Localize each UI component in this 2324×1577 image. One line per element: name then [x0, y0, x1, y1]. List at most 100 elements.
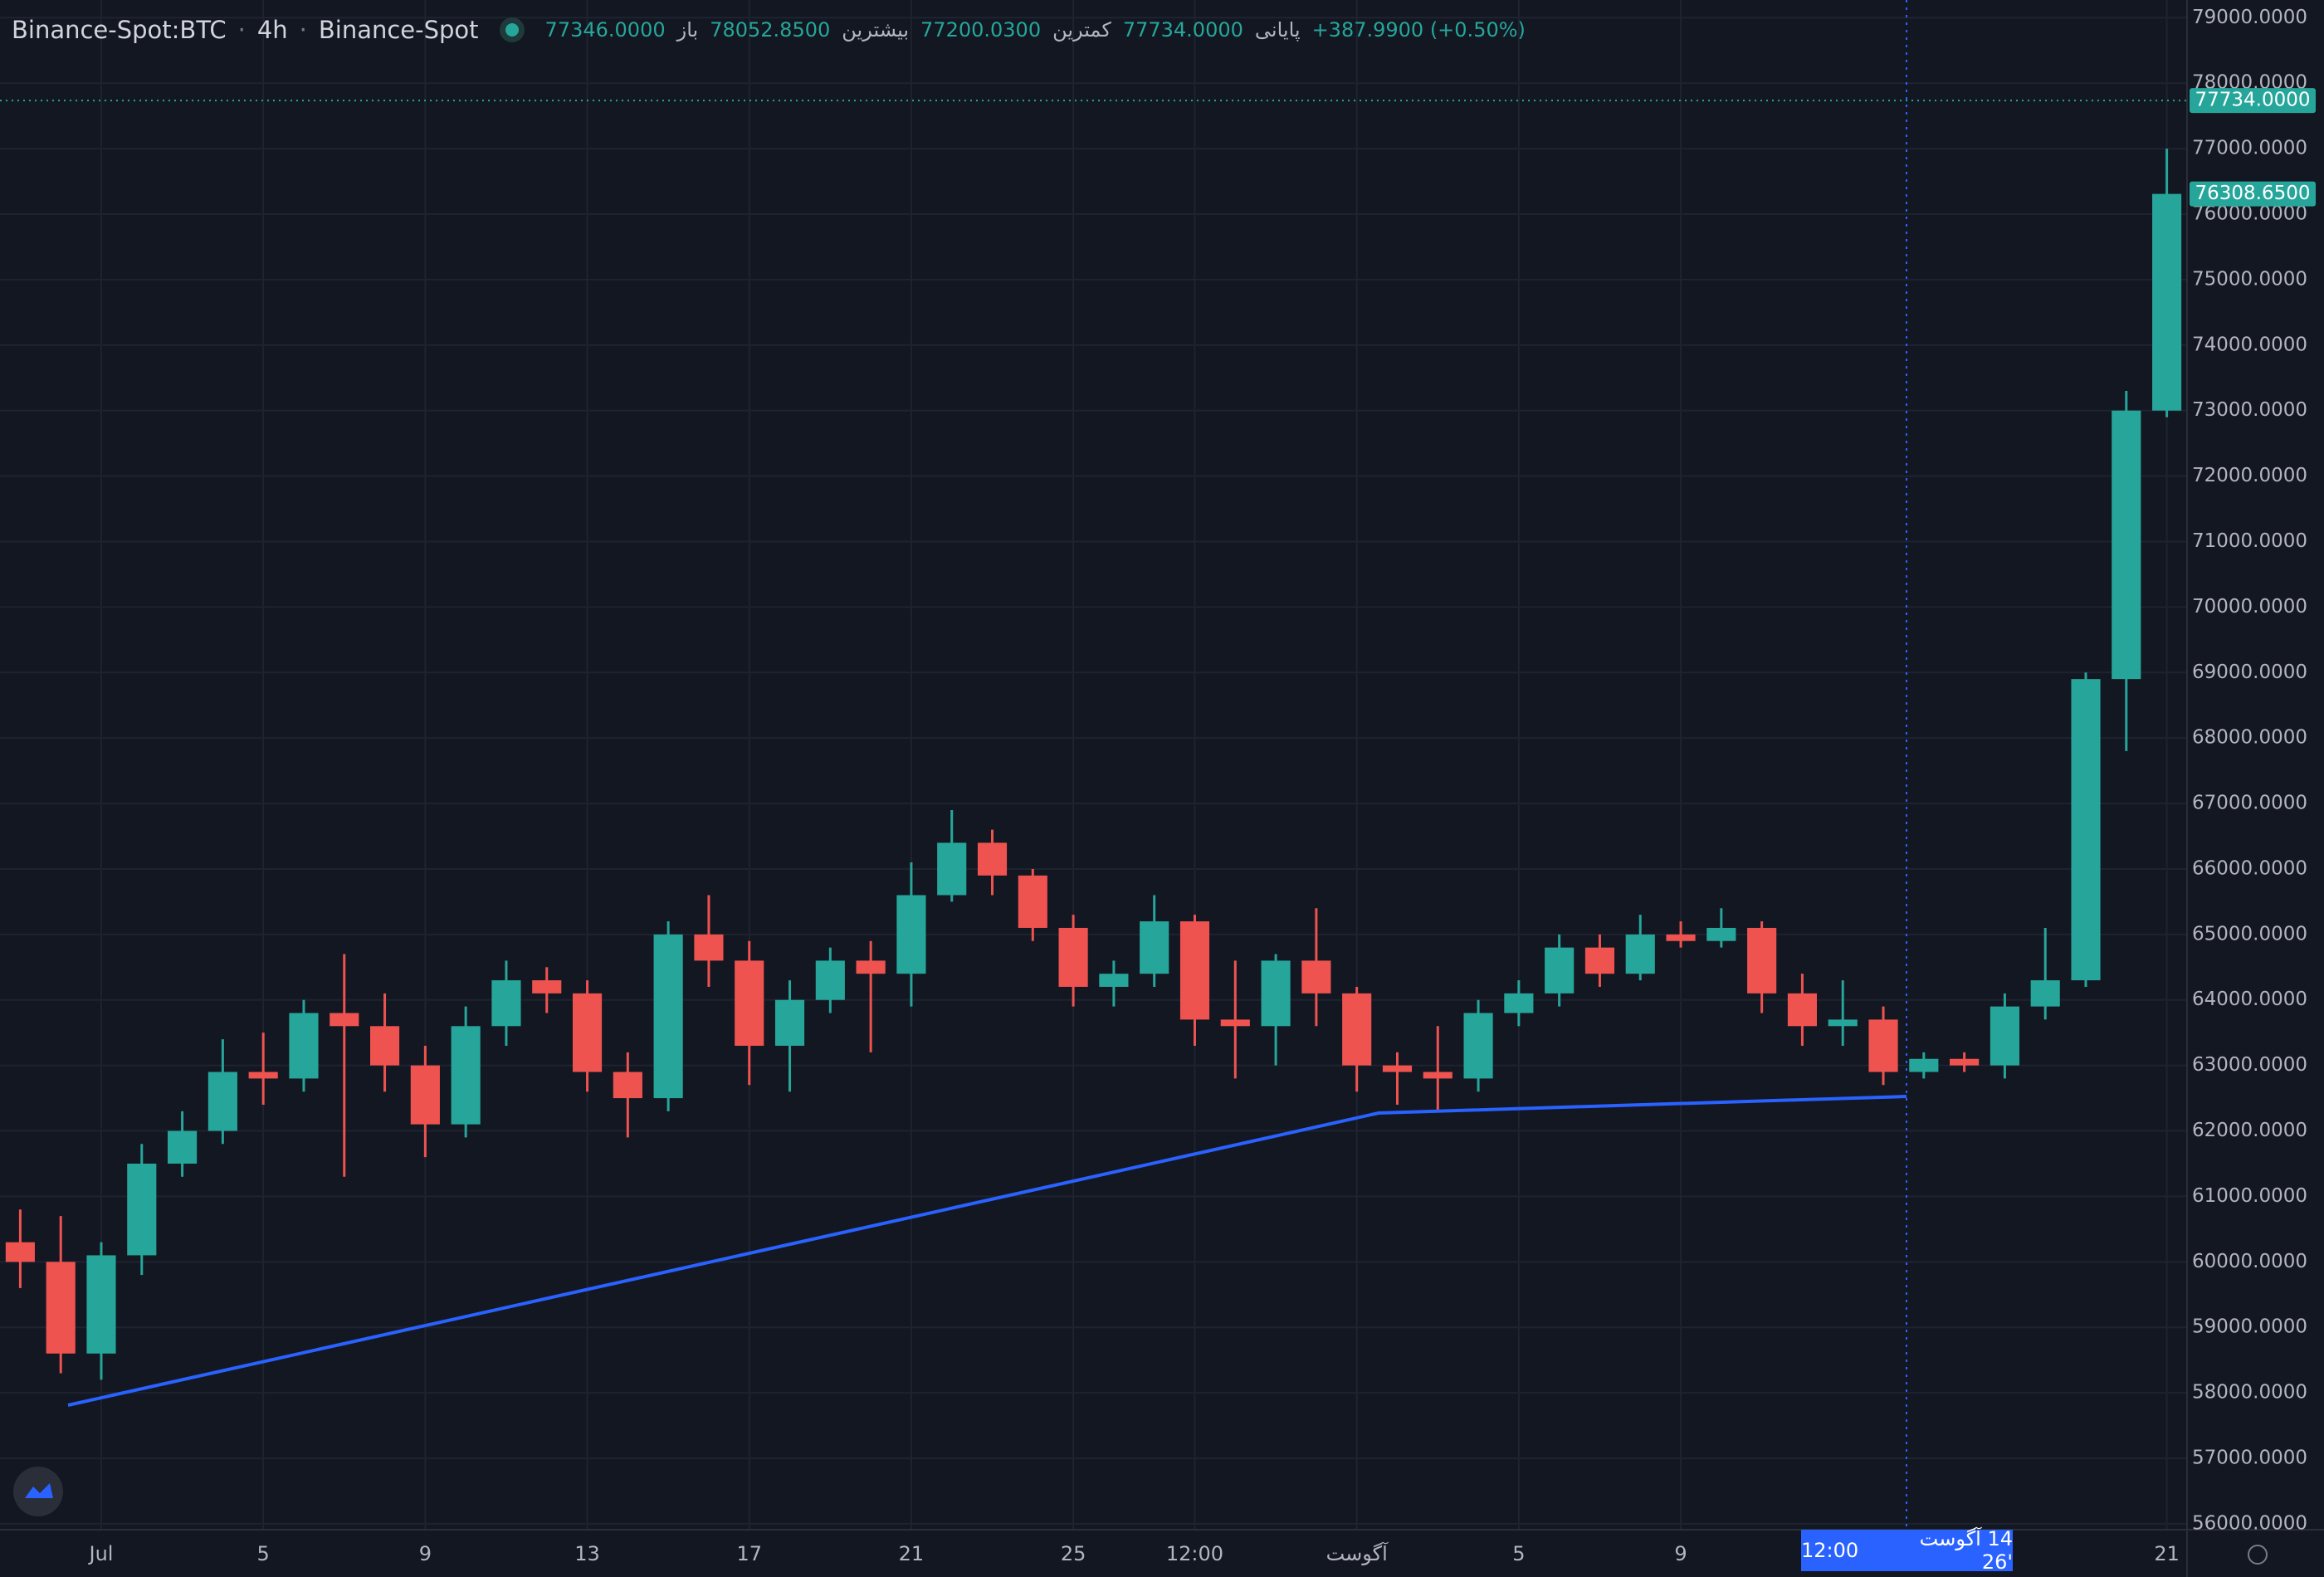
- candle-body: [1787, 993, 1818, 1027]
- candle-body: [572, 993, 603, 1072]
- price-label: 77734.0000: [2195, 90, 2310, 111]
- candle-body: [1382, 1065, 1413, 1072]
- candle-body: [1342, 993, 1372, 1066]
- candle-body: [2112, 410, 2141, 680]
- x-tick-label: 12:00: [1166, 1542, 1223, 1565]
- candle-body: [1018, 875, 1047, 928]
- ohlc-label: باز: [676, 18, 699, 42]
- y-tick-label: 71000.0000: [2192, 530, 2307, 552]
- candle-body: [491, 980, 521, 1027]
- change: +387.9900 (+0.50%): [1311, 18, 1526, 42]
- crosshair-date: 14 آگوست '26: [1919, 1527, 2013, 1574]
- crosshair-label: 12:00 14 آگوست '26: [1801, 1527, 2013, 1574]
- candle-body: [2030, 980, 2060, 1007]
- y-tick-label: 61000.0000: [2192, 1185, 2307, 1207]
- ohlc: 77346.0000 باز 78052.8500 بیشترین 77200.03…: [545, 18, 1526, 42]
- candle-body: [1706, 927, 1736, 941]
- logo-icon: [25, 1483, 53, 1498]
- candle-body: [2071, 679, 2101, 981]
- candle-body: [208, 1072, 237, 1131]
- crosshair-time: 12:00: [1801, 1539, 1859, 1562]
- y-tick-label: 66000.0000: [2192, 857, 2307, 879]
- candle-body: [613, 1072, 642, 1099]
- candle-body: [1625, 934, 1655, 974]
- ohlc-value: 77734.0000: [1122, 18, 1243, 42]
- y-tick-label: 64000.0000: [2192, 989, 2307, 1010]
- ohlc-label: پایانی: [1254, 18, 1301, 42]
- candle-body: [1423, 1072, 1452, 1079]
- candle-body: [2152, 193, 2182, 411]
- y-tick-label: 68000.0000: [2192, 727, 2307, 749]
- candle-body: [1099, 974, 1129, 987]
- candle-body: [1463, 1013, 1493, 1079]
- candle-body: [815, 960, 845, 1000]
- y-tick-label: 60000.0000: [2192, 1251, 2307, 1272]
- candle-body: [977, 842, 1008, 876]
- trend-line: [67, 1095, 1907, 1407]
- candle-body: [896, 895, 926, 974]
- candle-body: [1584, 947, 1615, 974]
- candle-body: [1545, 947, 1575, 994]
- candle-body: [694, 934, 724, 961]
- candle-body: [856, 960, 886, 974]
- candle-body: [1058, 927, 1088, 987]
- candle-body: [1909, 1058, 1939, 1072]
- y-tick-label: 56000.0000: [2192, 1512, 2307, 1534]
- candle-body: [330, 1013, 359, 1027]
- price-label-box: [2190, 181, 2316, 207]
- status-dot: [505, 23, 519, 37]
- symbol[interactable]: Binance-Spot:BTC: [12, 16, 227, 44]
- candle-body: [653, 934, 683, 1099]
- settings-icon[interactable]: [2248, 1545, 2268, 1565]
- candle-body: [451, 1026, 481, 1125]
- logo[interactable]: [13, 1467, 63, 1516]
- candle-body: [289, 1013, 319, 1079]
- x-tick-label: 21: [2154, 1542, 2180, 1565]
- candle-body: [1666, 934, 1696, 941]
- y-tick-label: 77000.0000: [2192, 138, 2307, 159]
- candles: [5, 149, 2182, 1380]
- y-tick-label: 70000.0000: [2192, 596, 2307, 618]
- x-tick-label: 13: [574, 1542, 600, 1565]
- x-tick-label: 21: [899, 1542, 925, 1565]
- candle-body: [1179, 921, 1210, 1020]
- candle-body: [127, 1163, 157, 1256]
- candle-body: [86, 1255, 116, 1354]
- x-tick-label: 9: [1674, 1542, 1687, 1565]
- candle-body: [1504, 993, 1534, 1013]
- y-tick-label: 74000.0000: [2192, 334, 2307, 355]
- candle-body: [1950, 1058, 1980, 1066]
- candle-body: [1301, 960, 1331, 994]
- candle-body: [1990, 1006, 2019, 1066]
- y-tick-label: 59000.0000: [2192, 1316, 2307, 1338]
- ohlc-label: کمترین: [1052, 18, 1111, 42]
- candle-body: [168, 1130, 198, 1164]
- ohlc-value: 77200.0300: [920, 18, 1042, 42]
- y-tick-label: 58000.0000: [2192, 1382, 2307, 1404]
- candle-body: [1828, 1019, 1858, 1027]
- candle-body: [248, 1072, 278, 1079]
- y-tick-label: 62000.0000: [2192, 1120, 2307, 1141]
- x-tick-label: 25: [1061, 1542, 1086, 1565]
- interval[interactable]: 4h: [256, 16, 288, 44]
- candle-body: [774, 999, 805, 1046]
- y-tick-label: 76000.0000: [2192, 203, 2307, 224]
- legend-header: Binance-Spot:BTC · 4h · Binance-Spot 773…: [12, 12, 1526, 48]
- separator: ·: [237, 16, 246, 44]
- candle-body: [369, 1026, 400, 1066]
- ohlc-value: 78052.8500: [710, 18, 831, 42]
- y-tick-label: 63000.0000: [2192, 1054, 2307, 1076]
- candle-body: [532, 980, 562, 994]
- ohlc-label: بیشترین: [842, 18, 910, 42]
- price-label-box: [2190, 88, 2316, 114]
- candle-body: [46, 1262, 76, 1354]
- y-tick-label: 57000.0000: [2192, 1448, 2307, 1469]
- candle-body: [1747, 927, 1777, 994]
- x-tick-label: 17: [736, 1542, 762, 1565]
- y-tick-label: 75000.0000: [2192, 268, 2307, 290]
- x-tick-label: 9: [419, 1542, 432, 1565]
- y-tick-label: 79000.0000: [2192, 7, 2307, 28]
